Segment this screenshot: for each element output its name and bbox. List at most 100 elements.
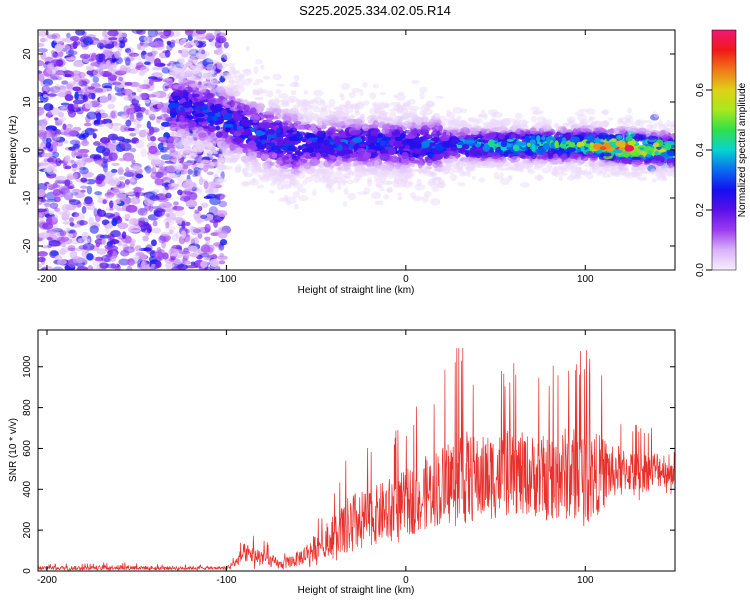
- spectrogram-cell: [45, 55, 53, 63]
- spectrogram-cell: [121, 138, 132, 143]
- spectrogram-cell: [256, 152, 262, 159]
- spectrogram-cell: [610, 138, 617, 142]
- spectrogram-cell: [329, 117, 340, 124]
- spectrogram-cell: [72, 256, 83, 264]
- spectrogram-cell: [72, 126, 82, 132]
- spectrogram-cell: [313, 89, 324, 97]
- spectrogram-cell: [178, 250, 190, 255]
- spectrogram-cell: [44, 129, 56, 138]
- spectrogram-cell: [499, 172, 504, 178]
- spectrogram-cell: [202, 74, 208, 80]
- spectrogram-cell: [104, 226, 110, 235]
- spectrogram-cell: [426, 160, 433, 166]
- spectrogram-cell: [65, 227, 70, 233]
- spectrogram-cell: [515, 128, 523, 135]
- spectrogram-cell: [83, 200, 95, 207]
- spectrogram-cell: [62, 123, 67, 130]
- spectrogram-cell: [181, 230, 187, 239]
- spectrogram-cell: [99, 112, 108, 119]
- spectrogram-cell: [603, 152, 612, 157]
- spectrogram-cell: [279, 177, 285, 184]
- spectrogram-cell: [95, 53, 104, 63]
- spectrogram-cell: [82, 95, 88, 101]
- spectrogram-cell: [654, 150, 660, 156]
- spectrogram-cell: [494, 149, 503, 153]
- spectrogram-cell: [113, 178, 121, 186]
- spectrogram-cell: [236, 103, 247, 111]
- spectrogram-cell: [230, 156, 238, 163]
- spectrogram-cell: [569, 142, 576, 148]
- spectrogram-cell: [210, 232, 220, 237]
- spectrogram-cell: [38, 73, 45, 82]
- spectrogram-cell: [223, 52, 231, 60]
- spectrogram-cell: [429, 197, 441, 206]
- spectrogram-cell: [151, 227, 162, 234]
- spectrogram-cell: [125, 169, 137, 178]
- spectrogram-cell: [149, 113, 156, 121]
- spectrogram-cell: [54, 133, 61, 141]
- spectrogram-cell: [111, 186, 120, 193]
- spectrogram-cell: [537, 156, 546, 160]
- spectrogram-cell: [150, 171, 162, 180]
- spectrogram-cell: [526, 158, 531, 165]
- spectrogram-cell: [397, 195, 403, 201]
- spectrogram-cell: [139, 262, 150, 270]
- spectrogram-cell: [435, 95, 445, 99]
- spectrogram-cell: [73, 102, 79, 111]
- spectrogram-cell: [59, 247, 66, 256]
- spectrogram-cell: [220, 142, 228, 148]
- spectrogram-cell: [576, 159, 583, 167]
- spectrogram-cell: [49, 86, 61, 93]
- spectrogram-cell: [279, 169, 285, 173]
- spectrogram-cell: [43, 103, 54, 111]
- spectrogram-cell: [234, 166, 241, 174]
- spectrogram-cell: [216, 210, 228, 218]
- spectrogram-cell: [38, 213, 43, 218]
- spectrogram-cell: [542, 142, 550, 150]
- spectrogram-cell: [565, 162, 571, 167]
- spectrogram-cell: [184, 30, 193, 36]
- spectrogram-cell: [470, 128, 480, 136]
- spectrogram-cell: [369, 92, 377, 100]
- spectrogram-cell: [293, 166, 299, 172]
- spectrogram-cell: [223, 165, 233, 170]
- spectrogram-cell: [287, 95, 298, 103]
- spectrogram-cell: [200, 214, 208, 220]
- spectrogram-cell: [469, 147, 477, 154]
- spectrogram-cell: [129, 177, 136, 183]
- spectrogram-cell: [38, 162, 50, 166]
- spectrogram-cell: [210, 79, 219, 86]
- spectrogram-cell: [275, 160, 283, 165]
- spectrogram-cell: [624, 114, 633, 120]
- spectrogram-cell: [364, 141, 371, 146]
- spectrogram-cell: [224, 137, 232, 145]
- spectrogram-cell: [590, 121, 601, 129]
- spectrogram-cell: [172, 248, 181, 253]
- spectrogram-cell: [588, 116, 594, 124]
- spectrogram-cell: [146, 56, 155, 63]
- spectrogram-cell: [648, 123, 657, 130]
- spectrogram-cell: [182, 101, 192, 109]
- spectrogram-cell: [627, 107, 632, 114]
- spectrogram-cell: [95, 242, 101, 248]
- spectrogram-cell: [520, 181, 530, 188]
- spectrogram-cell: [103, 212, 115, 218]
- spectrogram-cell: [598, 170, 604, 175]
- spectrogram-cell: [57, 259, 67, 265]
- spectrogram-cell: [176, 143, 181, 148]
- spectrogram-cell: [308, 110, 314, 117]
- spectrogram-cell: [367, 179, 373, 187]
- spectrogram-cell: [161, 146, 170, 151]
- spectrogram-cell: [76, 133, 85, 139]
- spectrogram-cell: [638, 130, 646, 135]
- spectrogram-cell: [73, 172, 78, 180]
- spectrogram-cell: [276, 182, 284, 191]
- spectrogram-cell: [373, 160, 380, 169]
- spectrogram-cell: [69, 222, 75, 227]
- spectrogram-cell: [304, 155, 312, 160]
- spectrogram-cell: [95, 213, 101, 223]
- spectrogram-cell: [71, 163, 78, 168]
- spectrogram-cell: [589, 161, 595, 168]
- spectrogram-cell: [80, 189, 86, 193]
- spectrogram-cell: [162, 252, 169, 260]
